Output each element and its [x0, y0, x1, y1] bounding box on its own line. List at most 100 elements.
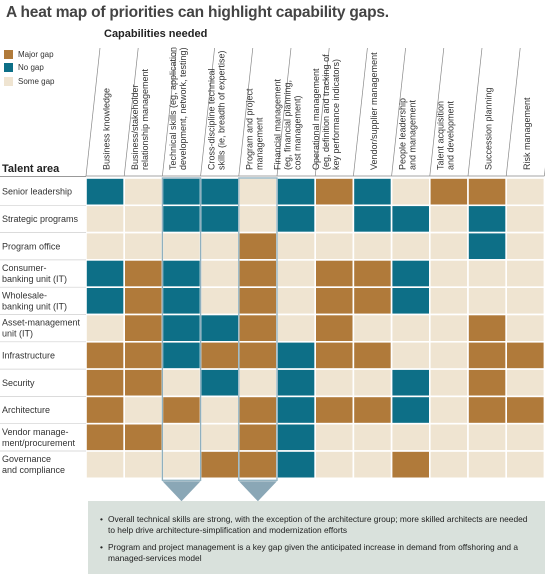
column-header-divider [200, 47, 215, 177]
row-label-line: Security [2, 378, 35, 388]
heatmap-cell [85, 286, 126, 316]
heatmap-cell [238, 368, 278, 398]
heatmap-cell [161, 340, 202, 370]
heatmap-cell [85, 450, 126, 480]
row-label-line: ment/procurement [2, 438, 76, 448]
row-label-line: Wholesale- [2, 290, 47, 300]
heatmap-cell [467, 177, 508, 207]
note-text: Overall technical skills are strong, wit… [108, 514, 528, 535]
heatmap-cell [390, 340, 431, 370]
column-label: Risk management [522, 97, 532, 170]
heatmap-cell [85, 204, 126, 234]
column-label-line: relationship management [140, 68, 150, 170]
row-label: Asset-management unit (IT) [2, 318, 81, 339]
heatmap-cell [123, 177, 164, 207]
heatmap-cell [85, 259, 126, 288]
heatmap-cell [428, 422, 469, 452]
heatmap-cell [238, 177, 278, 207]
heatmap-cell [467, 259, 508, 288]
heatmap-cell [428, 231, 469, 261]
heatmap-cell [276, 204, 317, 234]
column-label-line: Business/stakeholder [130, 84, 140, 170]
column-label-line: Vendor/supplier management [369, 52, 379, 170]
heatmap-cell [505, 368, 545, 398]
row-label-line: Asset-management [2, 318, 81, 328]
heatmap-cell [390, 395, 431, 425]
heatmap-cell [199, 340, 240, 370]
heatmap-cell [352, 422, 393, 452]
legend: Major gap No gap Some gap [4, 48, 54, 89]
heatmap-cell [199, 450, 240, 480]
heatmap-cell [85, 395, 126, 425]
heatmap-cell [352, 313, 393, 343]
column-label-line: cost management) [293, 95, 303, 170]
heatmap-cell [390, 231, 431, 261]
row-label-line: Program office [2, 241, 60, 251]
legend-item-some-gap: Some gap [4, 75, 54, 87]
heatmap-cell [390, 313, 431, 343]
column-label: Financial management(eg, financial plann… [273, 78, 303, 170]
heatmap-cell [276, 450, 317, 480]
row-label: Vendor manage-ment/procurement [2, 427, 76, 448]
heatmap-cell [352, 286, 393, 316]
heatmap-cell [314, 340, 355, 370]
row-label: Infrastructure [2, 350, 55, 360]
highlight-column-frame [238, 177, 278, 481]
column-label-line: development, network, testing) [178, 47, 188, 170]
heatmap-cell [123, 395, 164, 425]
column-header-divider [162, 47, 177, 177]
heatmap-cell [505, 286, 545, 316]
heatmap-cell [314, 286, 355, 316]
heatmap-cell [467, 286, 508, 316]
row-label-line: Architecture [2, 405, 50, 415]
row-label-line: Governance [2, 454, 51, 464]
column-label-line: Succession planning [484, 87, 494, 170]
row-label-line: Strategic programs [2, 214, 79, 224]
heatmap-cell [314, 450, 355, 480]
heatmap-chart: Business knowledge Business/stakeholderre… [0, 47, 545, 502]
heatmap-cell [161, 231, 202, 261]
highlight-arrow-icon [238, 481, 277, 502]
heatmap-cell [85, 368, 126, 398]
heatmap-cell [276, 231, 317, 261]
note-text: Program and project management is a key … [108, 542, 518, 563]
heatmap-cell [314, 395, 355, 425]
column-label: Succession planning [484, 87, 494, 170]
row-label-line: Vendor manage- [2, 427, 69, 437]
heatmap-cell [505, 422, 545, 452]
row-label-line: unit (IT) [2, 329, 33, 339]
heatmap-cell [314, 313, 355, 343]
heatmap-cell [238, 231, 278, 261]
legend-swatch-no-gap [4, 63, 13, 72]
column-header-divider [314, 47, 330, 177]
row-label-line: banking unit (IT) [2, 274, 67, 284]
column-header-divider [391, 47, 406, 177]
column-header-divider [85, 47, 101, 177]
row-label: Governance and compliance [2, 454, 65, 475]
heatmap-cell [238, 204, 278, 234]
heatmap-cell [85, 231, 126, 261]
notes-box: • Overall technical skills are strong, w… [88, 501, 545, 574]
heatmap-cell [467, 422, 508, 452]
legend-item-major-gap: Major gap [4, 48, 54, 60]
heatmap-cell [123, 286, 164, 316]
row-label-line: Consumer- [2, 263, 47, 273]
heatmap-cell [390, 422, 431, 452]
column-label-line: Operational management [311, 68, 321, 170]
column-label-line: Program and project [244, 88, 254, 170]
row-label-line: banking unit (IT) [2, 301, 67, 311]
column-label-line: and development [445, 100, 455, 170]
heatmap-cell [199, 204, 240, 234]
heatmap-cell [505, 231, 545, 261]
x-axis-title: Capabilities needed [104, 28, 208, 40]
heatmap-cell [276, 368, 317, 398]
heatmap-cell [390, 204, 431, 234]
heatmap-cell [161, 286, 202, 316]
heatmap-cell [276, 286, 317, 316]
heatmap-cell [390, 286, 431, 316]
heatmap-cell [238, 395, 278, 425]
heatmap-cell [199, 395, 240, 425]
heatmap-cell [123, 259, 164, 288]
heatmap-cell [467, 231, 508, 261]
column-label-line: (eg, financial planning, [283, 80, 293, 170]
